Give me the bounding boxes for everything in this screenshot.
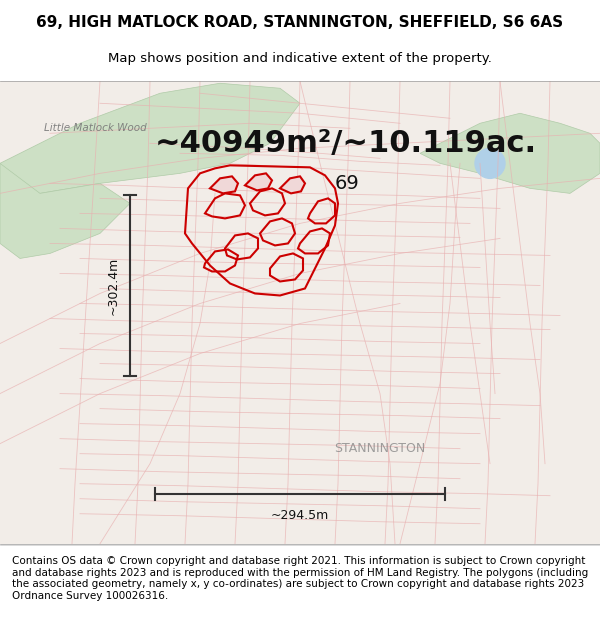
Text: Little Matlock Wood: Little Matlock Wood	[44, 123, 146, 133]
Polygon shape	[210, 176, 238, 193]
Circle shape	[475, 148, 505, 178]
Text: ~302.4m: ~302.4m	[107, 256, 120, 314]
Polygon shape	[280, 176, 305, 193]
Text: ~40949m²/~10.119ac.: ~40949m²/~10.119ac.	[155, 129, 537, 158]
Polygon shape	[0, 163, 130, 259]
Text: Map shows position and indicative extent of the property.: Map shows position and indicative extent…	[108, 52, 492, 65]
Text: STANNINGTON: STANNINGTON	[334, 442, 425, 455]
Text: 69, HIGH MATLOCK ROAD, STANNINGTON, SHEFFIELD, S6 6AS: 69, HIGH MATLOCK ROAD, STANNINGTON, SHEF…	[37, 15, 563, 30]
Polygon shape	[420, 113, 600, 193]
Text: Contains OS data © Crown copyright and database right 2021. This information is : Contains OS data © Crown copyright and d…	[12, 556, 588, 601]
Polygon shape	[245, 173, 272, 191]
Polygon shape	[0, 83, 300, 193]
Text: 69: 69	[335, 174, 360, 193]
Text: ~294.5m: ~294.5m	[271, 509, 329, 522]
